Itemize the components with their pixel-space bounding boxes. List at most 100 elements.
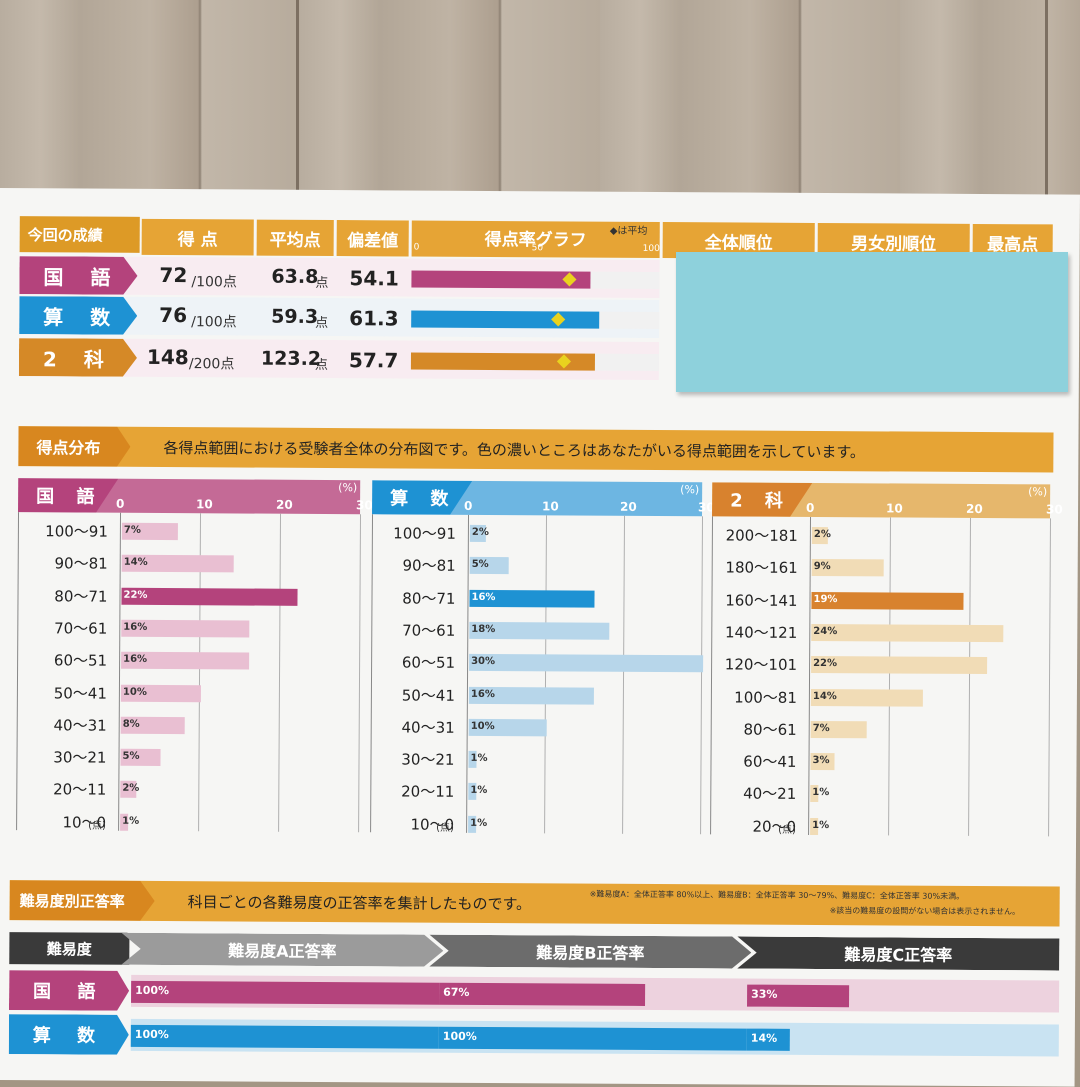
bar-value-label: 10% xyxy=(122,686,147,698)
difficulty-col-header: 難易度 難易度A正答率 難易度B正答率 難易度C正答率 xyxy=(9,932,1059,970)
scale-100: 100 xyxy=(642,243,660,255)
point-unit: (点) xyxy=(436,822,454,834)
tick-label: 10 xyxy=(886,501,903,516)
score-value: 72 xyxy=(159,262,188,288)
bar-value-label: 24% xyxy=(813,625,838,638)
avg-legend: ◆は平均 xyxy=(609,225,648,237)
average-unit: 点 xyxy=(315,315,329,332)
average-value: 63.8 xyxy=(271,265,319,288)
scale-0: 0 xyxy=(413,242,420,253)
range-label: 70〜61 xyxy=(54,619,108,638)
difficulty-value: 33% xyxy=(751,987,778,1001)
percent-unit: (%) xyxy=(1028,485,1048,499)
grid-line xyxy=(1048,518,1052,837)
difficulty-bar xyxy=(130,1024,439,1049)
distribution-description: 各得点範囲における受験者全体の分布図です。色の濃いところはあなたがいる得点範囲を… xyxy=(163,439,866,462)
bar-value-label: 1% xyxy=(470,752,488,765)
difficulty-col-b: 難易度B正答率 xyxy=(429,935,751,969)
difficulty-subject: 国 語 xyxy=(9,970,129,1011)
bar-value-label: 8% xyxy=(122,718,140,730)
difficulty-value: 100% xyxy=(135,983,170,998)
distribution-bar xyxy=(811,623,1004,643)
bar-value-label: 7% xyxy=(123,524,141,536)
tick-label: 0 xyxy=(806,500,815,515)
tick-label: 30 xyxy=(356,498,373,513)
range-label: 90〜81 xyxy=(54,554,108,573)
bar-value-label: 7% xyxy=(812,722,830,734)
tick-label: 20 xyxy=(276,497,293,512)
point-unit: (点) xyxy=(88,820,106,832)
subject-label: 算 数 xyxy=(19,296,137,335)
difficulty-header: 難易度別正答率 科目ごとの各難易度の正答率を集計したものです。 ※難易度A：全体… xyxy=(9,880,1060,927)
bar-value-label: 22% xyxy=(813,658,838,670)
difficulty-bar xyxy=(438,1026,747,1051)
point-unit: (点) xyxy=(778,824,796,836)
subject-label: 2 科 xyxy=(19,338,137,377)
range-label: 70〜61 xyxy=(402,621,456,640)
score-max: /100点 xyxy=(191,314,237,331)
bar-value-label: 16% xyxy=(470,688,495,700)
bar-value-label: 2% xyxy=(471,526,489,538)
score-value: 76 xyxy=(159,302,188,328)
bar-value-label: 1% xyxy=(122,815,140,827)
range-label: 20〜11 xyxy=(401,782,455,802)
range-label: 80〜71 xyxy=(54,586,108,606)
range-label: 40〜31 xyxy=(401,718,455,737)
header-deviation: 偏差値 xyxy=(336,220,409,257)
range-label: 200〜181 xyxy=(725,526,798,545)
grid-line xyxy=(622,515,626,834)
tick-label: 30 xyxy=(1046,502,1063,517)
difficulty-value: 67% xyxy=(443,985,470,999)
tick-label: 0 xyxy=(464,498,473,513)
rate-bar xyxy=(411,310,600,329)
tick-label: 10 xyxy=(542,499,559,514)
difficulty-note-1: ※難易度A：全体正答率 80%以上、難易度B：全体正答率 30〜79%、難易度C… xyxy=(589,889,965,901)
grid-line xyxy=(278,513,282,832)
average-unit: 点 xyxy=(314,357,328,374)
bar-value-label: 14% xyxy=(812,690,837,702)
distribution-header: 得点分布 各得点範囲における受験者全体の分布図です。色の濃いところはあなたがいる… xyxy=(18,426,1054,473)
difficulty-subject: 算 数 xyxy=(9,1014,129,1055)
percent-unit: (%) xyxy=(338,481,358,495)
difficulty-note-2: ※該当の難易度の設問がない場合は表示されません。 xyxy=(829,906,1021,917)
range-label: 40〜21 xyxy=(743,784,797,804)
range-label: 50〜41 xyxy=(53,683,107,703)
tick-label: 0 xyxy=(116,496,125,511)
range-label: 60〜41 xyxy=(743,752,797,771)
score-max: /100点 xyxy=(191,274,237,291)
range-label: 30〜21 xyxy=(401,750,455,769)
bar-value-label: 16% xyxy=(471,591,496,603)
difficulty-value: 100% xyxy=(442,1029,477,1043)
average-value: 59.3 xyxy=(271,305,319,328)
header-average: 平均点 xyxy=(256,219,334,257)
bar-value-label: 9% xyxy=(813,561,831,573)
bar-value-label: 16% xyxy=(123,621,148,633)
bar-value-label: 10% xyxy=(470,720,495,732)
difficulty-description: 科目ごとの各難易度の正答率を集計したものです。 xyxy=(187,893,532,914)
range-label: 160〜141 xyxy=(725,591,798,610)
range-label: 180〜161 xyxy=(725,558,798,578)
scale-50: 50 xyxy=(531,243,544,254)
range-label: 50〜41 xyxy=(401,685,455,705)
difficulty-title: 難易度別正答率 xyxy=(10,880,155,921)
subject-label: 国 語 xyxy=(19,256,137,295)
range-label: 80〜71 xyxy=(402,589,456,608)
bar-value-label: 1% xyxy=(470,785,488,797)
grid-line xyxy=(544,515,548,834)
bar-value-label: 22% xyxy=(123,589,148,601)
range-label: 140〜121 xyxy=(724,623,798,642)
difficulty-bar xyxy=(439,982,646,1006)
results-title: 今回の成績 xyxy=(19,216,140,253)
bar-value-label: 1% xyxy=(470,817,488,829)
difficulty-col-a: 難易度A正答率 xyxy=(121,933,443,967)
wood-background xyxy=(0,0,1080,200)
distribution-bar xyxy=(469,654,704,673)
bar-value-label: 5% xyxy=(471,559,489,571)
range-label: 90〜81 xyxy=(402,556,456,576)
grid-line xyxy=(968,517,972,836)
difficulty-col-c: 難易度C正答率 xyxy=(737,937,1059,971)
range-label: 30〜21 xyxy=(53,748,107,767)
difficulty-value: 14% xyxy=(750,1031,778,1045)
average-value: 123.2 xyxy=(260,347,322,370)
bar-value-label: 5% xyxy=(122,750,140,762)
